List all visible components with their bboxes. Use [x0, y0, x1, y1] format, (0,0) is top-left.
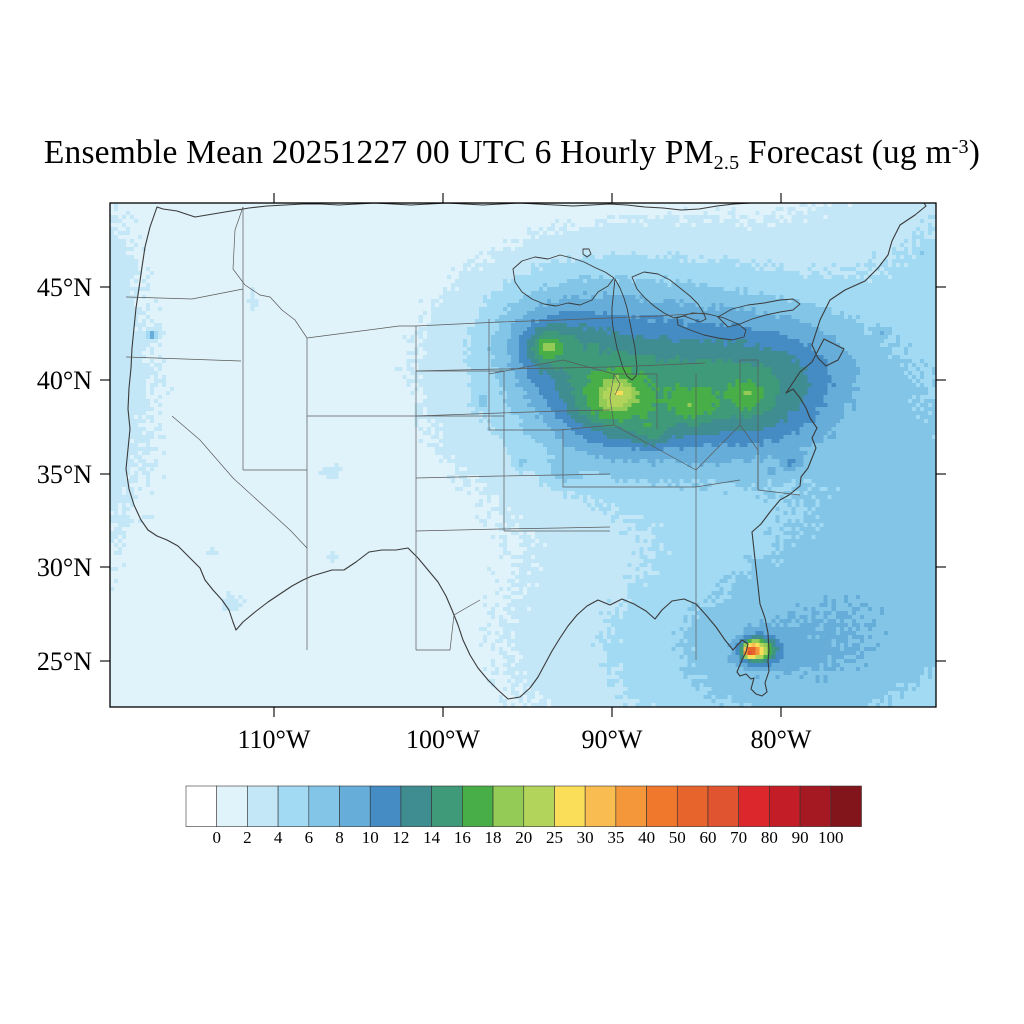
svg-text:10: 10 [362, 828, 379, 847]
svg-text:45°N: 45°N [37, 273, 92, 302]
svg-text:30°N: 30°N [37, 553, 92, 582]
svg-text:100: 100 [818, 828, 844, 847]
svg-text:2: 2 [243, 828, 252, 847]
svg-text:50: 50 [669, 828, 686, 847]
svg-text:25: 25 [546, 828, 563, 847]
svg-text:90°W: 90°W [582, 725, 643, 754]
svg-text:90: 90 [792, 828, 809, 847]
svg-text:30: 30 [577, 828, 594, 847]
svg-text:20: 20 [515, 828, 532, 847]
svg-text:60: 60 [699, 828, 716, 847]
svg-text:40: 40 [638, 828, 655, 847]
svg-text:40°N: 40°N [37, 366, 92, 395]
svg-text:4: 4 [274, 828, 283, 847]
svg-text:35°N: 35°N [37, 460, 92, 489]
svg-text:80°W: 80°W [751, 725, 812, 754]
svg-text:6: 6 [305, 828, 314, 847]
svg-text:35: 35 [607, 828, 624, 847]
svg-text:80: 80 [761, 828, 778, 847]
svg-text:18: 18 [485, 828, 502, 847]
svg-text:70: 70 [730, 828, 747, 847]
svg-text:8: 8 [335, 828, 344, 847]
svg-text:16: 16 [454, 828, 471, 847]
svg-text:0: 0 [212, 828, 221, 847]
svg-text:110°W: 110°W [238, 725, 311, 754]
svg-text:100°W: 100°W [406, 725, 480, 754]
svg-text:14: 14 [423, 828, 441, 847]
svg-text:25°N: 25°N [37, 647, 92, 676]
svg-text:12: 12 [392, 828, 409, 847]
